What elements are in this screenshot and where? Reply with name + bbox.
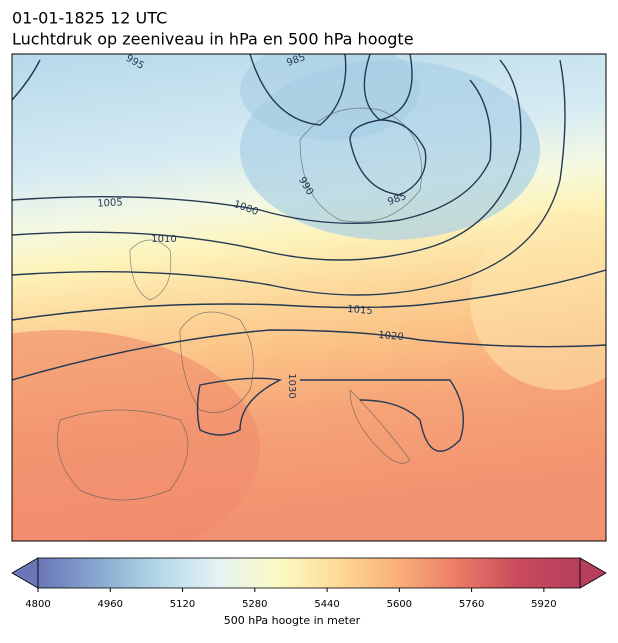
colorbar-extend-high <box>579 557 607 589</box>
colorbar: 4800 4960 5120 5280 5440 5600 5760 5920 500 hPa … <box>11 557 607 627</box>
colorbar-tick-label: 5280 <box>242 599 267 610</box>
colorbar-tick-label: 5760 <box>459 599 484 610</box>
colorbar-body <box>37 557 581 589</box>
colorbar-extend-low <box>11 557 39 589</box>
map <box>12 54 606 541</box>
colorbar-tick-label: 5120 <box>170 599 195 610</box>
colorbar-label: 500 hPa hoogte in meter <box>224 614 361 627</box>
contour-label: 1030 <box>286 373 297 398</box>
colorbar-tick-label: 4960 <box>98 599 123 610</box>
title: 01-01-1825 12 UTC <box>12 9 167 28</box>
colorbar-tick-label: 5920 <box>531 599 556 610</box>
colorbar-tick-label: 4800 <box>25 599 50 610</box>
map-frame <box>11 53 607 542</box>
colorbar-tick-label: 5600 <box>387 599 412 610</box>
contour-label: 1020 <box>378 330 404 343</box>
contour-label: 1015 <box>347 304 373 317</box>
contour-label: 1010 <box>151 234 176 245</box>
contour-label: 1005 <box>97 197 123 209</box>
colorbar-tick-label: 5440 <box>314 599 339 610</box>
subtitle: Luchtdruk op zeeniveau in hPa en 500 hPa… <box>12 30 414 49</box>
